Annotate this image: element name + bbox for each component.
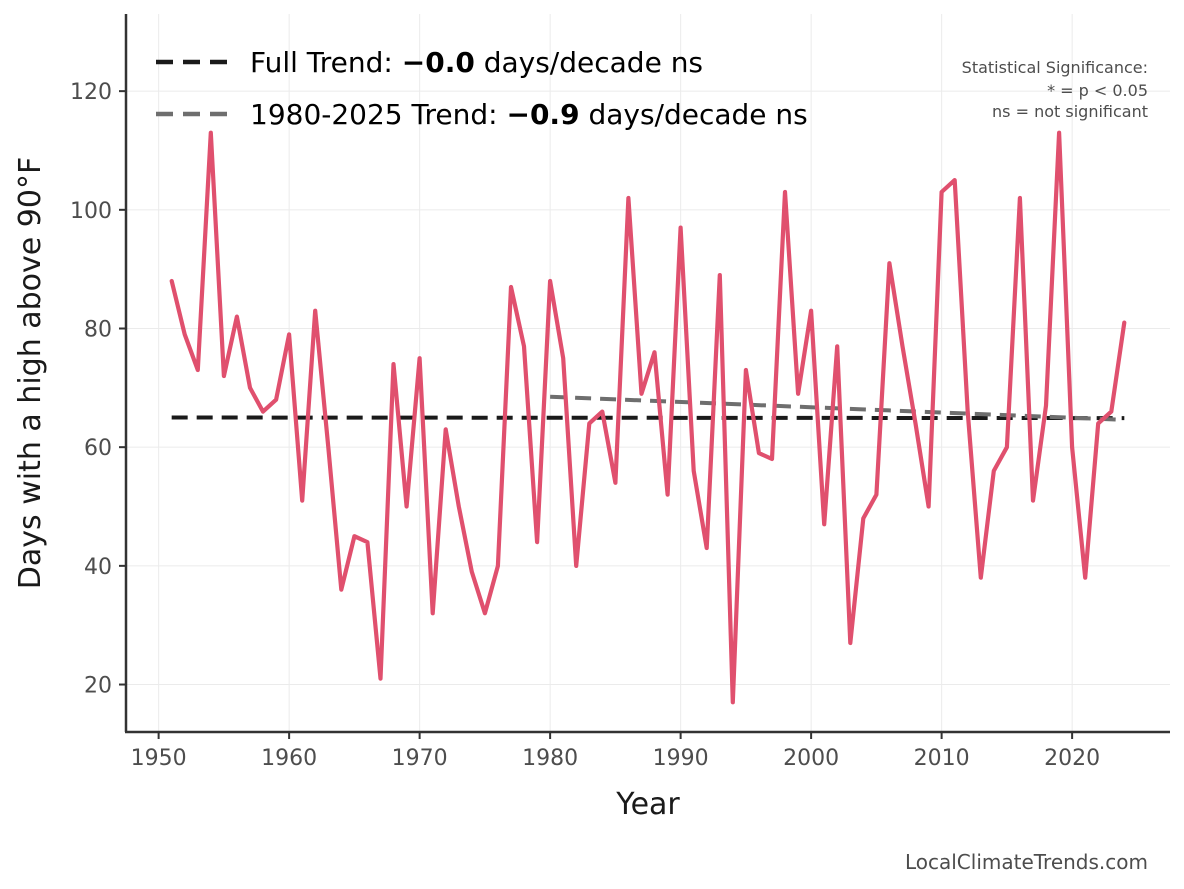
significance-ns: ns = not significant: [992, 102, 1148, 121]
significance-title: Statistical Significance:: [962, 58, 1148, 77]
y-tick-label-60: 60: [84, 436, 112, 461]
x-tick-label-1980: 1980: [522, 746, 578, 771]
x-tick-label-2010: 2010: [914, 746, 970, 771]
x-tick-label-1960: 1960: [261, 746, 317, 771]
legend-label-full-trend: Full Trend: −0.0 days/decade ns: [250, 46, 703, 79]
y-ticks: 20 40 60 80 100 120: [70, 80, 126, 699]
x-ticks: 1950 1960 1970 1980 1990 2000 2010 2020: [131, 732, 1100, 771]
y-tick-label-20: 20: [84, 674, 112, 699]
x-tick-label-1970: 1970: [392, 746, 448, 771]
x-tick-label-2020: 2020: [1044, 746, 1100, 771]
footer-credit: LocalClimateTrends.com: [905, 850, 1148, 874]
legend-label-recent-trend: 1980-2025 Trend: −0.9 days/decade ns: [250, 98, 808, 131]
y-tick-label-80: 80: [84, 317, 112, 342]
trend-lines: [171, 394, 1125, 422]
x-tick-label-2000: 2000: [783, 746, 839, 771]
significance-p-value: * = p < 0.05: [1047, 81, 1148, 100]
data-series: [169, 130, 1127, 705]
y-axis-title: Days with a high above 90°F: [13, 157, 48, 589]
x-axis-title: Year: [615, 787, 680, 822]
y-tick-label-120: 120: [70, 80, 112, 105]
significance-note: Statistical Significance: * = p < 0.05 n…: [962, 58, 1148, 121]
axes: [124, 14, 1170, 734]
series-line-days-above-90: [169, 130, 1127, 705]
y-tick-label-100: 100: [70, 199, 112, 224]
x-tick-label-1990: 1990: [653, 746, 709, 771]
y-tick-label-40: 40: [84, 555, 112, 580]
trend-line-full: [171, 415, 1125, 421]
x-tick-label-1950: 1950: [131, 746, 187, 771]
legend: Full Trend: −0.0 days/decade ns 1980-202…: [156, 46, 808, 131]
